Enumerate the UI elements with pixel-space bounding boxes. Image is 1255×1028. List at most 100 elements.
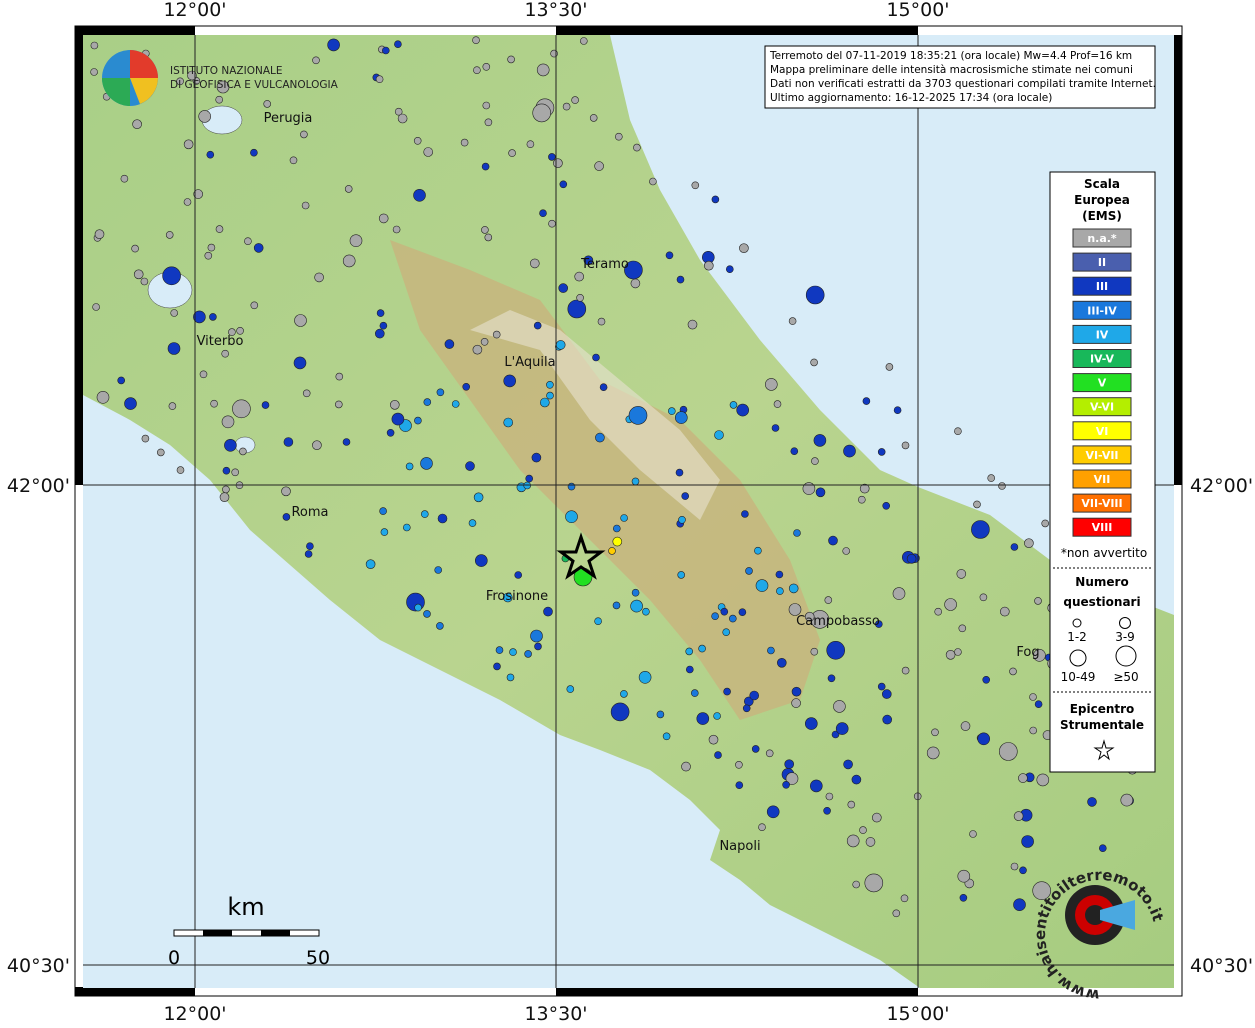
- observation-dot: [579, 37, 588, 45]
- observation-dot: [735, 781, 744, 790]
- observation-dot: [703, 260, 714, 271]
- observation-dot: [204, 251, 213, 260]
- observation-dot: [687, 319, 698, 330]
- observation-dot: [168, 402, 177, 410]
- city-label: Napoli: [719, 839, 760, 854]
- observation-dot: [562, 102, 571, 111]
- observation-dot: [1120, 793, 1134, 807]
- observation-dot: [444, 339, 455, 349]
- observation-dot: [959, 893, 968, 902]
- observation-dot: [804, 717, 818, 730]
- observation-dot: [342, 438, 351, 446]
- observation-dot: [228, 328, 236, 336]
- observation-dot: [871, 812, 882, 823]
- observation-dot: [375, 75, 384, 83]
- observation-dot: [335, 372, 344, 381]
- observation-dot: [901, 666, 910, 675]
- observation-dot: [892, 587, 906, 600]
- observation-dot: [120, 174, 129, 183]
- observation-dot: [594, 617, 602, 626]
- observation-dot: [934, 607, 943, 616]
- legend-swatch: [1072, 300, 1132, 320]
- info-line: Dati non verificati estratti da 3703 que…: [770, 78, 1156, 90]
- observation-dot: [312, 56, 320, 65]
- legend-title: Europea: [1074, 193, 1130, 207]
- observation-dot: [532, 103, 552, 123]
- observation-dot: [423, 610, 431, 618]
- legend-title: questionari: [1063, 595, 1140, 609]
- logo-text: DI GEOFISICA E VULCANOLOGIA: [170, 79, 339, 91]
- observation-dot: [548, 153, 556, 161]
- observation-dot: [608, 547, 616, 555]
- observation-dot: [788, 603, 802, 616]
- observation-dot: [846, 834, 860, 848]
- size-symbol: [1115, 645, 1137, 667]
- observation-dot: [344, 185, 353, 193]
- observation-dot: [533, 321, 542, 330]
- observation-dot: [827, 674, 836, 683]
- observation-dot: [711, 612, 719, 621]
- observation-dot: [977, 732, 991, 746]
- legend-label: II: [1098, 256, 1106, 269]
- observation-dot: [342, 254, 356, 268]
- info-box: [764, 45, 1156, 109]
- lon-label: 15°00': [886, 0, 949, 21]
- observation-dot: [281, 486, 291, 497]
- observation-dot: [749, 690, 760, 701]
- observation-dot: [183, 139, 194, 150]
- observation-dot: [289, 156, 298, 165]
- observation-dot: [620, 514, 628, 522]
- observation-dot: [506, 673, 515, 682]
- observation-dot: [982, 675, 991, 684]
- lon-label: 12°00': [163, 1003, 226, 1024]
- lat-label: 40°30': [7, 955, 70, 977]
- observation-dot: [183, 198, 192, 206]
- observation-dot: [714, 751, 722, 759]
- observation-dot: [824, 596, 833, 604]
- observation-dot: [826, 640, 846, 660]
- legend-swatch: [1072, 445, 1132, 465]
- observation-dot: [847, 800, 856, 809]
- observation-dot: [482, 63, 491, 71]
- size-symbol: [1119, 617, 1131, 629]
- observation-dot: [193, 310, 206, 324]
- lon-label: 13°30': [524, 0, 587, 21]
- observation-dot: [592, 353, 600, 362]
- observation-dot: [815, 487, 826, 498]
- legend-swatch: [1072, 421, 1132, 441]
- observation-dot: [765, 749, 774, 758]
- observation-dot: [514, 571, 523, 579]
- observation-dot: [567, 299, 587, 319]
- observation-dot: [300, 130, 308, 139]
- observation-dot: [859, 826, 867, 834]
- observation-dot: [548, 219, 556, 228]
- observation-dot: [465, 461, 475, 471]
- logo: ISTITUTO NAZIONALE DI GEOFISICA E VULCAN…: [102, 50, 339, 106]
- observation-dot: [124, 397, 137, 410]
- observation-dot: [206, 150, 215, 159]
- info-line: Mappa preliminare delle intensità macros…: [770, 64, 1133, 76]
- observation-dot: [558, 283, 569, 293]
- observation-dot: [374, 328, 385, 339]
- size-symbol: [1072, 618, 1082, 628]
- observation-dot: [758, 823, 766, 832]
- observation-dot: [764, 378, 778, 391]
- observation-dot: [610, 702, 630, 722]
- observation-dot: [906, 553, 917, 564]
- observation-dot: [1024, 538, 1034, 549]
- observation-dot: [882, 501, 891, 510]
- epicenter-symbol: [1093, 739, 1115, 761]
- observation-dot: [931, 728, 939, 737]
- observation-dot: [565, 510, 578, 524]
- observation-dot: [282, 513, 291, 521]
- observation-dot: [954, 648, 962, 656]
- observation-dot: [597, 317, 606, 326]
- observation-dot: [546, 380, 554, 389]
- observation-dot: [437, 513, 448, 524]
- observation-dot: [681, 761, 691, 772]
- observation-dot: [526, 140, 535, 148]
- size-symbol: [1069, 649, 1087, 667]
- observation-dot: [484, 118, 493, 127]
- epicenter: [556, 532, 606, 580]
